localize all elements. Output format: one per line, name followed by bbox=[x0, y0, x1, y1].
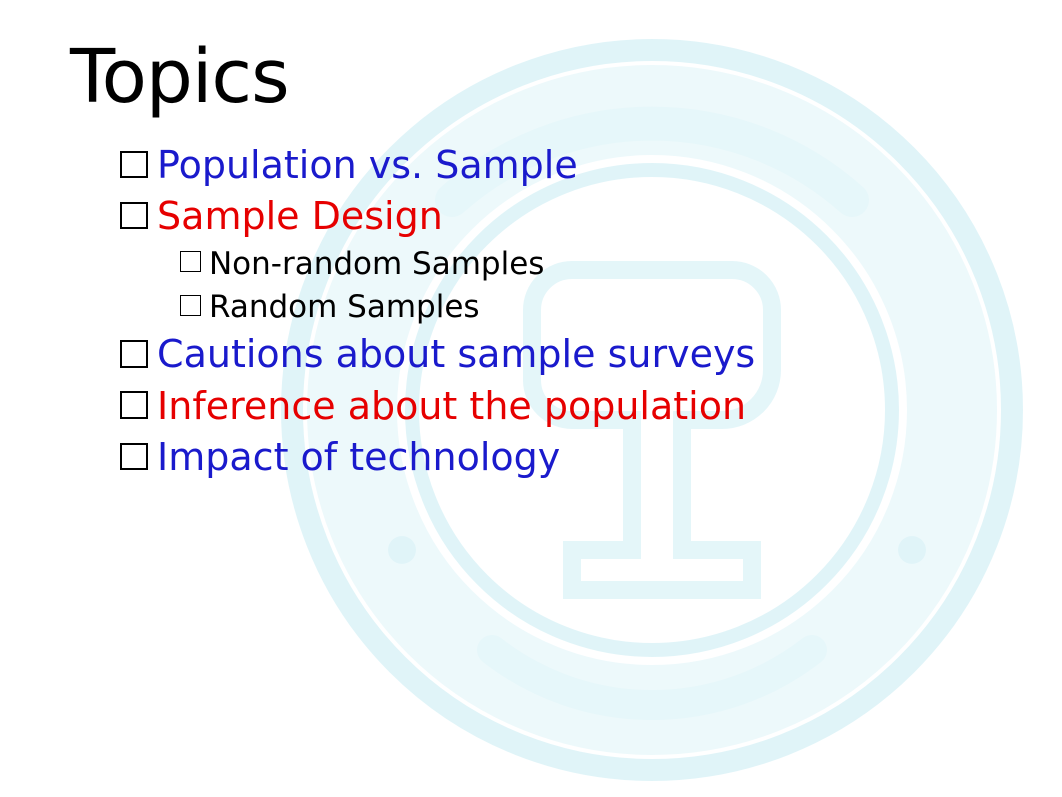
list-item-label: Impact of technology bbox=[157, 432, 560, 483]
list-item: Cautions about sample surveys bbox=[120, 329, 755, 380]
square-bullet-icon bbox=[120, 391, 148, 419]
list-item-label: Inference about the population bbox=[157, 381, 746, 432]
list-item: Sample Design bbox=[120, 191, 755, 242]
square-bullet-icon bbox=[180, 251, 201, 272]
list-subitem: Non-random Samples bbox=[180, 243, 755, 286]
topic-list: Population vs. Sample Sample Design Non-… bbox=[120, 140, 755, 483]
list-item-label: Population vs. Sample bbox=[157, 140, 578, 191]
square-bullet-icon bbox=[120, 340, 148, 368]
list-item-label: Non-random Samples bbox=[209, 243, 544, 286]
list-item: Impact of technology bbox=[120, 432, 755, 483]
square-bullet-icon bbox=[180, 295, 201, 316]
list-item-label: Random Samples bbox=[209, 286, 480, 329]
slide-title: Topics bbox=[70, 40, 289, 114]
square-bullet-icon bbox=[120, 151, 148, 179]
list-item: Population vs. Sample bbox=[120, 140, 755, 191]
square-bullet-icon bbox=[120, 202, 148, 230]
square-bullet-icon bbox=[120, 443, 148, 471]
list-item: Inference about the population bbox=[120, 381, 755, 432]
slide: Topics Population vs. Sample Sample Desi… bbox=[0, 0, 1062, 797]
list-subitem: Random Samples bbox=[180, 286, 755, 329]
list-item-label: Sample Design bbox=[157, 191, 443, 242]
list-item-label: Cautions about sample surveys bbox=[157, 329, 755, 380]
